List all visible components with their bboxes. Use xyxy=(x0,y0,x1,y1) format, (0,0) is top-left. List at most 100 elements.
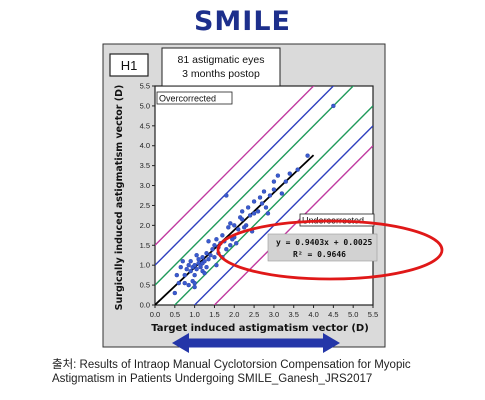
reference-line-inner-lower xyxy=(173,105,373,305)
data-point xyxy=(180,259,185,264)
data-point xyxy=(257,195,263,200)
info-box-line: 81 astigmatic eyes xyxy=(178,54,265,66)
data-point xyxy=(186,262,191,268)
y-tick-label: 5.5 xyxy=(140,82,150,91)
slide-title: SMILE xyxy=(193,6,291,37)
data-point xyxy=(182,280,187,286)
data-point xyxy=(275,173,281,178)
data-point xyxy=(305,153,310,158)
data-point xyxy=(263,205,269,210)
data-point xyxy=(176,280,181,286)
data-point xyxy=(200,255,205,260)
overcorrected-box xyxy=(156,91,233,105)
data-point xyxy=(206,257,211,262)
data-point xyxy=(239,217,245,222)
info-box xyxy=(161,47,281,87)
x-tick-label: 5.5 xyxy=(368,310,378,319)
arrow-head-right xyxy=(323,333,340,353)
y-tick-label: 2.5 xyxy=(140,201,150,210)
x-tick-label: 3.0 xyxy=(269,310,279,319)
data-point xyxy=(265,211,271,216)
data-point xyxy=(184,266,189,272)
data-point xyxy=(295,167,300,172)
y-tick-label: 2.0 xyxy=(140,221,150,230)
y-tick-label: 1.5 xyxy=(140,241,150,250)
data-point xyxy=(283,179,288,184)
data-point xyxy=(192,284,197,290)
source-caption: 출처: Results of Intraop Manual Cyclotorsi… xyxy=(52,358,482,386)
data-point xyxy=(174,272,180,278)
data-point xyxy=(224,247,229,252)
y-tick-label: 3.5 xyxy=(140,161,150,170)
regression-equation: y = 0.9403x + 0.0025 xyxy=(276,238,373,247)
data-point xyxy=(214,237,219,242)
x-tick-label: 0.5 xyxy=(170,310,180,319)
data-point xyxy=(267,193,273,198)
data-point xyxy=(232,223,237,228)
data-point xyxy=(204,251,209,256)
caption-line-1: 출처: Results of Intraop Manual Cyclotorsi… xyxy=(52,359,411,371)
data-point xyxy=(271,187,277,192)
reference-line-inner-upper xyxy=(155,86,355,286)
data-point xyxy=(210,247,215,252)
data-point xyxy=(192,280,197,286)
data-point xyxy=(204,264,209,270)
data-point xyxy=(202,270,207,276)
highlight-ellipse xyxy=(216,219,444,281)
y-axis-label: Surgically induced astigmatism vector (D… xyxy=(114,85,125,311)
data-point xyxy=(172,290,178,296)
x-tick-label: 1.5 xyxy=(209,310,219,319)
data-point xyxy=(188,268,193,274)
data-point xyxy=(224,193,229,198)
x-tick-label: 5.0 xyxy=(348,310,358,319)
reference-line-outer-lower xyxy=(213,145,373,305)
info-box-line: 3 months postop xyxy=(182,68,260,80)
reference-line-middle-lower xyxy=(193,125,373,305)
data-point xyxy=(251,211,257,216)
data-point xyxy=(220,233,225,238)
data-point xyxy=(194,253,199,258)
data-point xyxy=(241,225,247,230)
data-point xyxy=(251,199,257,204)
data-point xyxy=(188,259,193,264)
data-point xyxy=(182,272,187,278)
data-point xyxy=(228,243,233,248)
data-point xyxy=(208,253,213,258)
data-point xyxy=(212,255,217,260)
caption-line-2: Astigmatism in Patients Undergoing SMILE… xyxy=(52,373,373,385)
data-point xyxy=(261,189,267,194)
y-tick-label: 5.0 xyxy=(140,101,150,110)
y-tick-label: 4.0 xyxy=(140,141,150,150)
data-point xyxy=(234,241,239,246)
data-point xyxy=(236,227,241,232)
arrow-head-left xyxy=(172,333,189,353)
data-point xyxy=(239,209,245,214)
data-point xyxy=(245,205,251,210)
y-tick-label: 4.5 xyxy=(140,121,150,130)
y-tick-label: 0.0 xyxy=(140,301,150,310)
x-tick-label: 4.0 xyxy=(308,310,318,319)
data-point xyxy=(228,221,233,226)
data-point xyxy=(206,239,211,244)
equation-box xyxy=(267,233,378,262)
x-axis-label: Target induced astigmatism vector (D) xyxy=(151,323,369,334)
data-point xyxy=(255,209,261,214)
x-tick-label: 1.0 xyxy=(189,310,199,319)
data-point xyxy=(271,179,277,184)
data-point xyxy=(186,282,191,288)
data-point xyxy=(196,257,201,262)
x-tick-label: 4.5 xyxy=(328,310,338,319)
data-point xyxy=(194,266,199,272)
arrow-shaft xyxy=(186,338,326,348)
data-point xyxy=(192,262,197,268)
data-point xyxy=(247,213,253,218)
data-point xyxy=(287,171,292,176)
x-tick-label: 0.0 xyxy=(150,310,160,319)
data-point xyxy=(226,225,231,230)
data-point xyxy=(212,243,217,248)
reference-line-outer-upper xyxy=(155,86,315,246)
reference-line-middle-upper xyxy=(155,86,335,266)
r-squared: R² = 0.9646 xyxy=(293,250,346,259)
x-tick-label: 2.0 xyxy=(229,310,239,319)
